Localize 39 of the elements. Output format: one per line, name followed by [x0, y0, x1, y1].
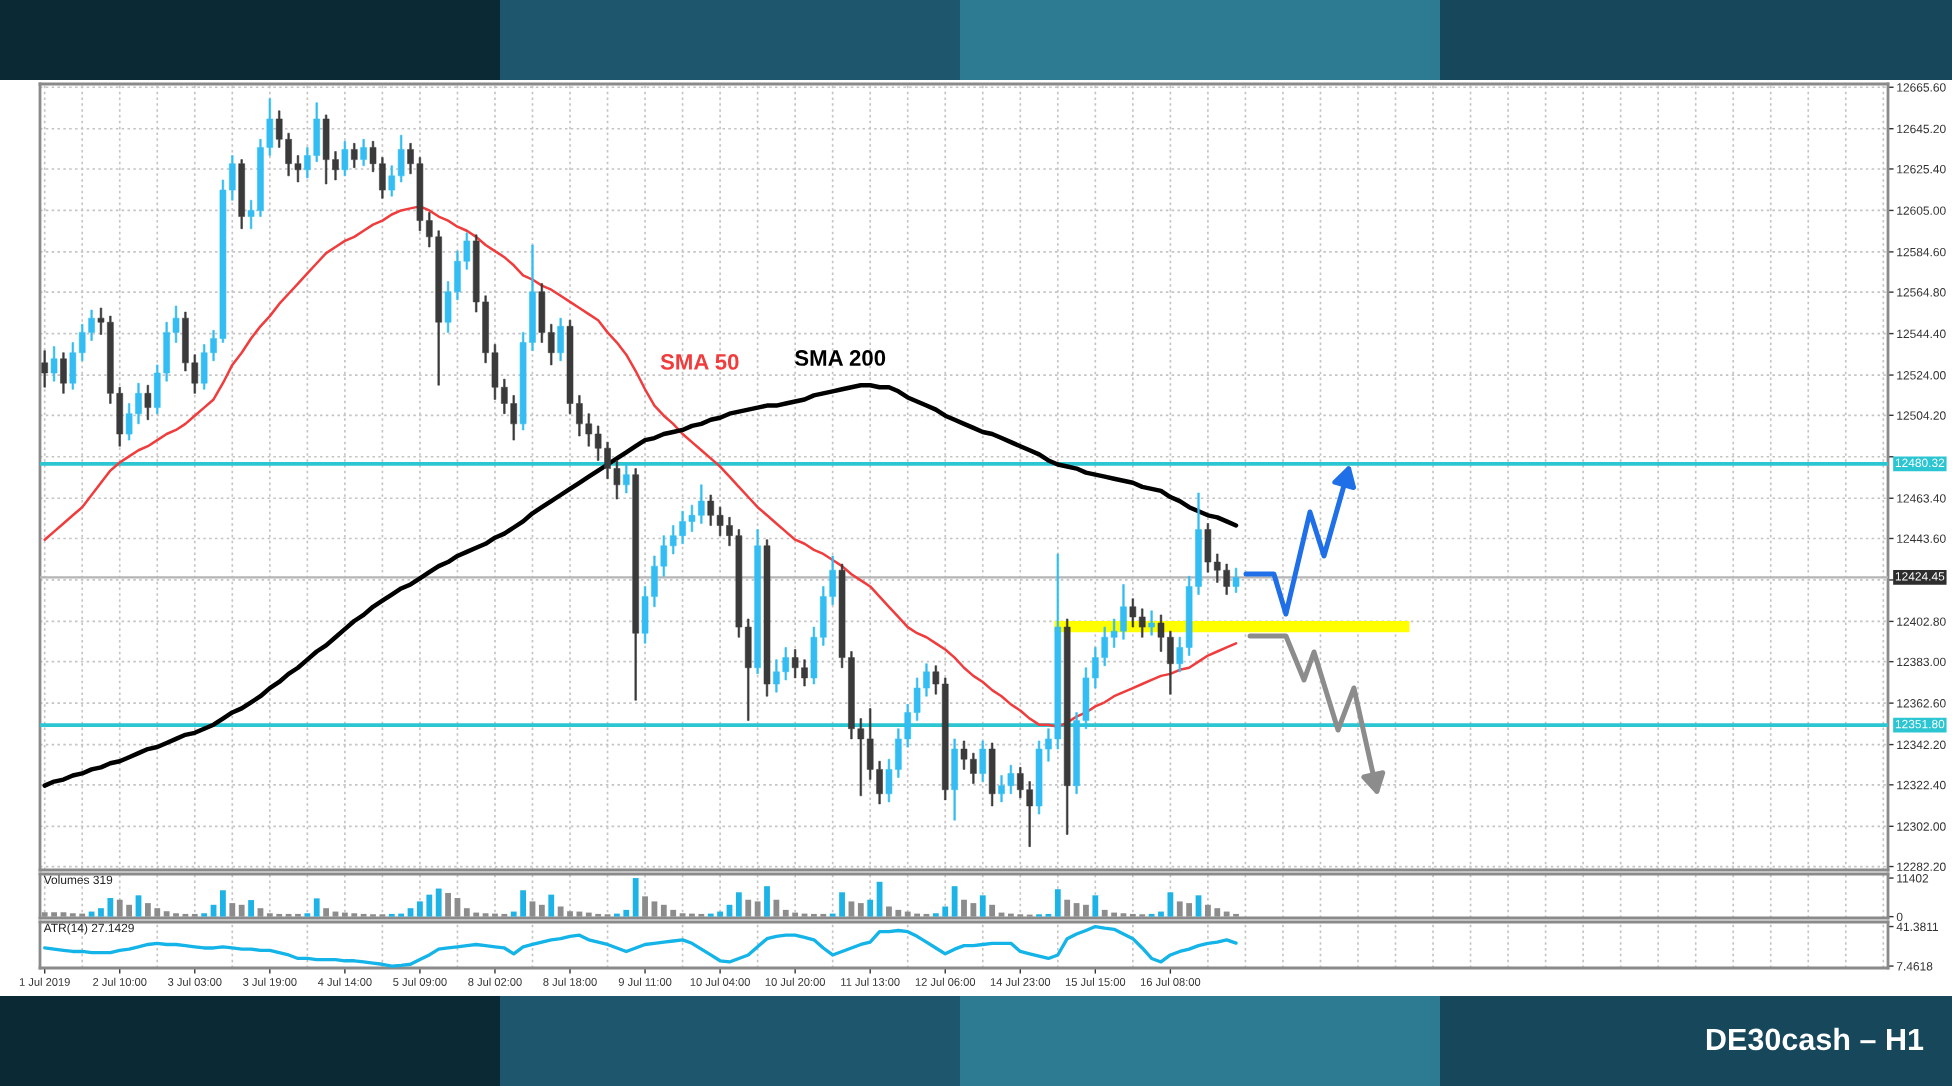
candlestick [1232, 567, 1240, 593]
bar [407, 908, 414, 917]
bar [1092, 895, 1099, 917]
bar [548, 894, 555, 917]
bar [735, 892, 742, 917]
candlestick [144, 384, 152, 421]
candlestick [1148, 610, 1155, 636]
candlestick [1063, 618, 1071, 835]
candlestick [41, 350, 48, 388]
bar [764, 886, 770, 917]
bar [220, 890, 226, 917]
line-series [43, 205, 1238, 728]
series-label: SMA 200 [794, 350, 886, 366]
bar [632, 878, 639, 917]
text: DE30cash – H1 [1706, 1027, 1924, 1051]
bar [867, 899, 874, 917]
candlestick [763, 539, 771, 697]
line-series [43, 924, 1238, 968]
bar [979, 895, 986, 917]
series-label: SMA 50 [660, 354, 739, 370]
bar [248, 900, 254, 917]
candlestick [60, 352, 67, 394]
candlestick [951, 738, 958, 821]
candlestick [238, 159, 245, 229]
candlestick [988, 742, 996, 807]
candlestick [632, 468, 639, 701]
bar [313, 898, 320, 917]
candlestick [50, 346, 58, 382]
candlestick [557, 317, 564, 362]
candlestick [350, 143, 358, 169]
line-series [42, 383, 1239, 788]
candlestick [979, 740, 987, 782]
candlestick [623, 464, 630, 494]
candlestick [360, 139, 367, 166]
candlestick [754, 529, 761, 675]
candlestick [341, 141, 349, 177]
bar [435, 888, 442, 917]
bar [1054, 889, 1061, 917]
bar [951, 886, 958, 917]
